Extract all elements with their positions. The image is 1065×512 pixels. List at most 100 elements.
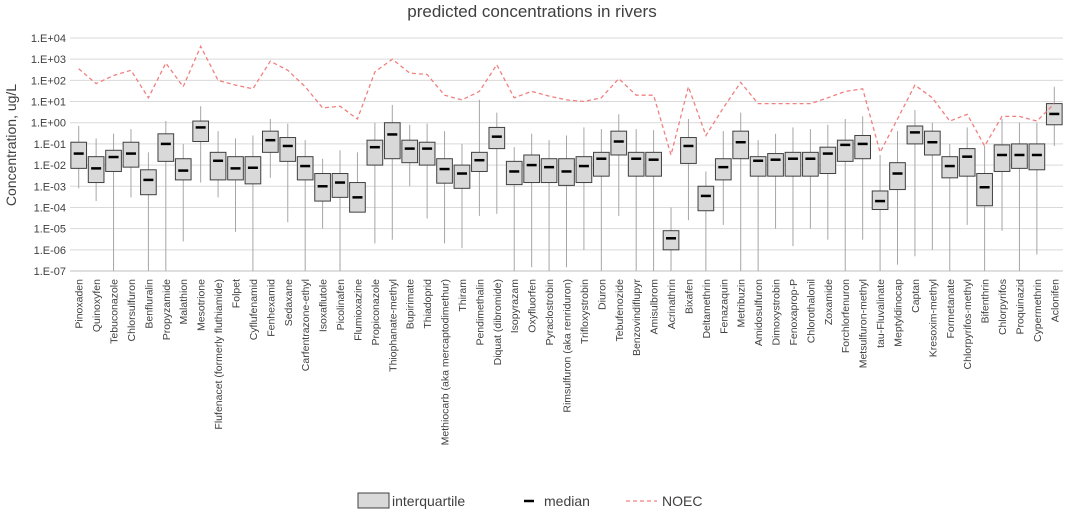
- box: [383, 122, 401, 160]
- box: [401, 139, 419, 164]
- x-tick-label: Thiadoprid: [422, 279, 434, 329]
- box: [906, 125, 924, 145]
- x-tick-label: Methiocarb (aka mercaptodimethur): [440, 279, 452, 445]
- x-tick-label: tau-Fluvalinate: [875, 279, 887, 348]
- x-tick-label: Meptyldinocap: [893, 279, 905, 347]
- x-tick-label: Fenazaquin: [718, 279, 730, 334]
- x-tick-label: Chlorsulfuron: [126, 279, 138, 342]
- box: [680, 137, 697, 164]
- legend-median-label: median: [544, 493, 590, 509]
- box: [505, 160, 523, 186]
- x-tick-label: Thiram: [457, 279, 469, 312]
- box: [767, 153, 784, 177]
- x-tick-label: Tebuconazole: [109, 279, 121, 344]
- x-tick-label: Metsulfuron-methyl: [858, 279, 870, 368]
- box: [575, 156, 593, 184]
- y-tick-label: 1.E+03: [31, 54, 66, 66]
- x-tick-label: Benzovindiflupyr: [631, 279, 643, 357]
- y-tick-label: 1.E+02: [31, 75, 66, 87]
- x-tick-label: Kresoxim-methyl: [927, 279, 939, 357]
- x-tick-label: Tebufenozide: [614, 279, 626, 342]
- box: [889, 162, 906, 191]
- x-tick-label: Isopyrazam: [509, 279, 521, 334]
- x-tick-label: Formetanate: [945, 279, 957, 339]
- box: [157, 133, 175, 162]
- box: [819, 146, 837, 175]
- x-tick-label: Chlorpyrifos: [997, 279, 1009, 335]
- box: [627, 151, 645, 177]
- x-tick-label: Propyzamide: [161, 279, 173, 340]
- x-tick-labels: Pinoxaden Quinoxyfen Tebuconazole Chlorsulf…: [74, 279, 1062, 446]
- box: [976, 173, 993, 207]
- box: [714, 158, 732, 181]
- legend: interquartile median NOEC: [357, 492, 702, 509]
- x-tick-label: Zoxamide: [823, 279, 835, 325]
- x-tick-label: Pyraclostrobin: [544, 279, 556, 346]
- chart-title: predicted concentrations in rivers: [407, 2, 656, 21]
- x-tick-label: Oxyfluorfen: [527, 279, 539, 333]
- x-tick-label: Diuron: [596, 279, 608, 310]
- x-tick-label: Mesotrione: [196, 279, 208, 331]
- x-tick-label: Isoxaflutole: [318, 279, 330, 332]
- box: [802, 151, 819, 177]
- box: [331, 173, 349, 198]
- x-tick-label: Propiconazole: [370, 279, 382, 346]
- box: [279, 137, 297, 162]
- box: [662, 230, 680, 251]
- box: [471, 151, 488, 172]
- x-tick-label: Deltamethrin: [701, 279, 713, 339]
- legend-noec-label: NOEC: [662, 493, 702, 509]
- x-tick-label: Dimoxystrobin: [771, 279, 783, 346]
- box: [836, 139, 854, 162]
- x-tick-label: Forchlorfenuron: [840, 279, 852, 353]
- y-tick-label: 1.E-04: [34, 202, 66, 214]
- x-tick-label: Acrinathrin: [666, 279, 678, 329]
- medians: [73, 112, 1060, 240]
- y-tick-label: 1.E-05: [34, 224, 66, 236]
- y-axis-label: Concentration, ug/L: [3, 84, 19, 206]
- x-tick-label: Sedaxane: [283, 279, 295, 326]
- x-tick-label: Metribuzin: [736, 279, 748, 328]
- x-tick-label: Trifloxystrobin: [579, 279, 591, 344]
- x-tick-label: Bupirimate: [405, 279, 417, 329]
- x-tick-label: Fenhexamid: [265, 279, 277, 337]
- y-tick-label: 1.E-01: [34, 139, 66, 151]
- x-tick-label: Rimsulfuron (aka renriduron): [562, 279, 574, 413]
- x-tick-label: Bifenthrin: [980, 279, 992, 324]
- x-tick-label: Pendimethalin: [474, 279, 486, 346]
- x-tick-label: Cypermethrin: [1032, 279, 1044, 342]
- x-tick-label: Aclonifen: [1049, 279, 1061, 322]
- box: [140, 169, 157, 196]
- box: [610, 130, 628, 156]
- y-tick-label: 1.E-03: [34, 181, 66, 193]
- box: [366, 139, 384, 166]
- box: [854, 134, 871, 160]
- box: [1028, 143, 1046, 171]
- box: [540, 158, 558, 184]
- x-tick-label: Amidosulfuron: [753, 279, 765, 346]
- x-tick-label: Chlorothalonil: [805, 279, 817, 343]
- box: [105, 149, 122, 172]
- box: [174, 158, 192, 181]
- box: [697, 185, 715, 212]
- x-tick-label: Flufenacet (formerly fluthiamide): [213, 279, 225, 430]
- legend-interquartile-label: interquartile: [392, 493, 465, 509]
- x-tick-label: Folpet: [231, 279, 243, 308]
- y-tick-labels: 1.E-07 1.E-06 1.E-05 1.E-04 1.E-03 1.E-02 1.E-…: [31, 33, 66, 278]
- box: [244, 156, 262, 185]
- x-tick-label: Bixafen: [683, 279, 695, 314]
- box: [296, 156, 314, 181]
- box: [192, 120, 209, 142]
- y-tick-label: 1.E-02: [34, 160, 66, 172]
- box: [784, 151, 802, 177]
- box: [993, 144, 1011, 172]
- x-tick-label: Quinoxyfen: [91, 279, 103, 332]
- box: [453, 164, 471, 189]
- y-tick-label: 1.E-07: [34, 266, 66, 278]
- box: [523, 154, 540, 184]
- legend-interquartile-swatch: [357, 492, 390, 509]
- boxes: [70, 103, 1063, 251]
- y-tick-label: 1.E+00: [31, 118, 66, 130]
- box: [436, 158, 453, 184]
- box: [645, 151, 662, 177]
